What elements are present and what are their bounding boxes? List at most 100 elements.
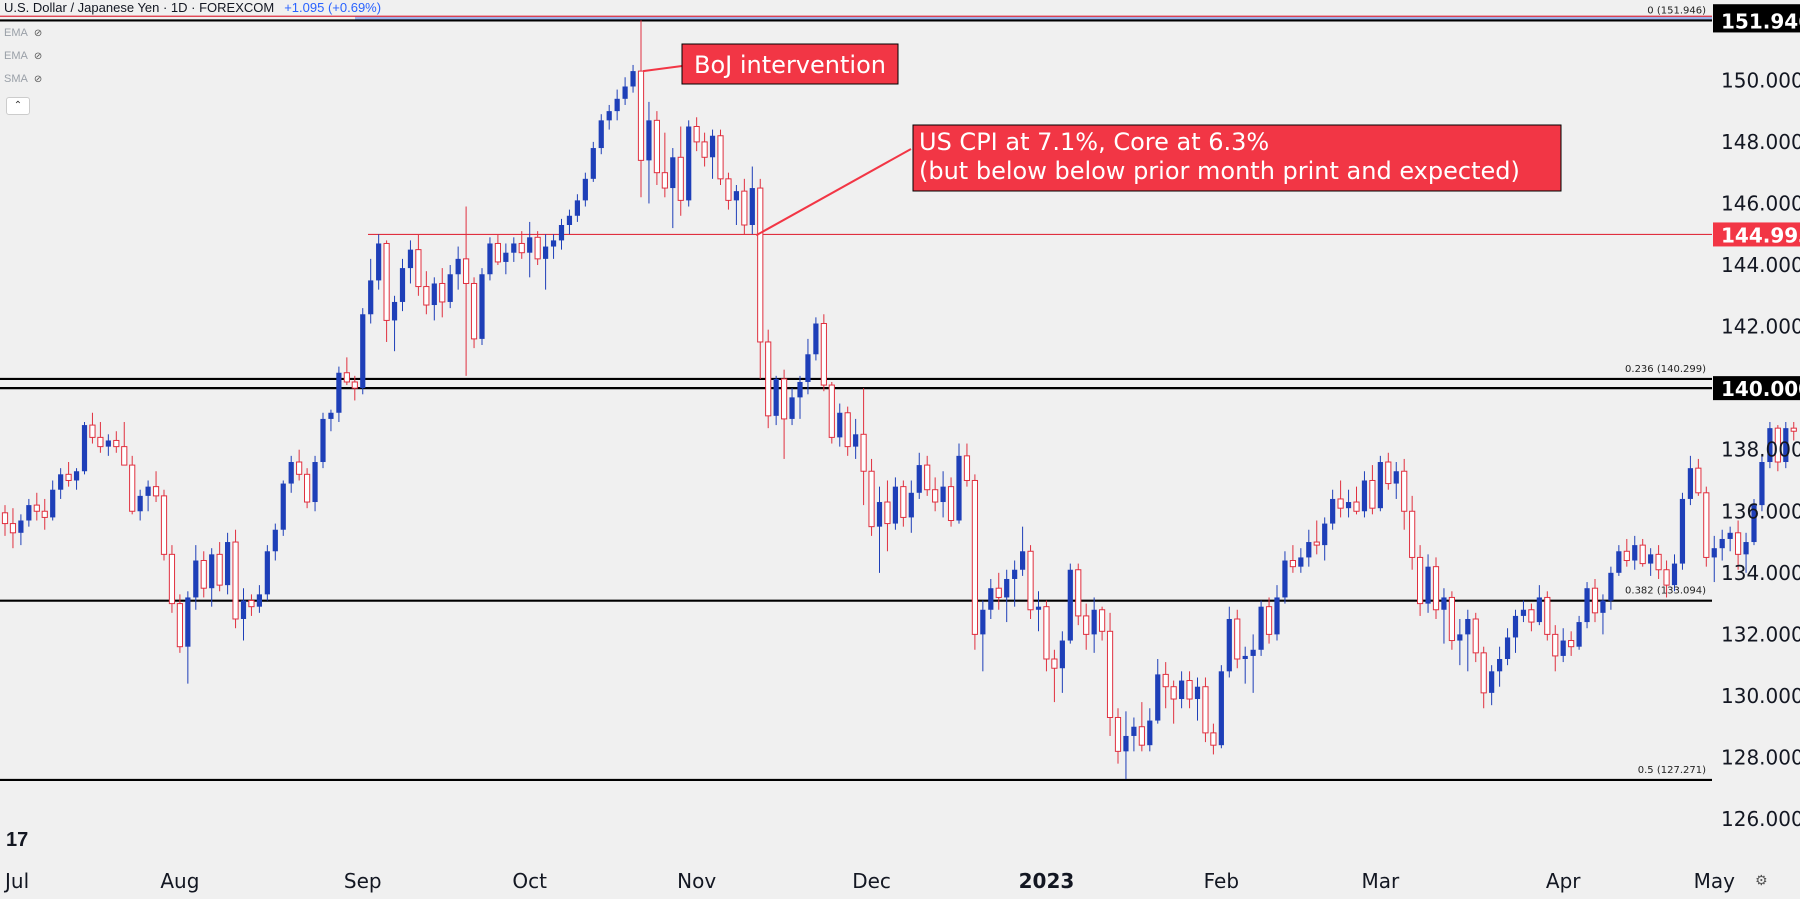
candle xyxy=(209,548,215,607)
candle-body xyxy=(1218,671,1224,746)
candle-body xyxy=(1576,622,1582,647)
candle-body xyxy=(653,119,660,174)
candle xyxy=(956,443,962,524)
candle-body xyxy=(1679,498,1686,564)
candle xyxy=(892,477,898,530)
candle-body xyxy=(503,252,509,262)
candle-body xyxy=(1186,680,1193,700)
candle-body xyxy=(1655,553,1662,571)
candle xyxy=(1274,585,1280,641)
candle xyxy=(1560,628,1566,663)
candle-body xyxy=(757,187,764,343)
candle xyxy=(1671,554,1678,592)
candle-body xyxy=(868,470,875,528)
candle xyxy=(351,375,358,401)
candle xyxy=(33,492,40,521)
candle xyxy=(1663,560,1670,598)
candle xyxy=(1306,529,1312,567)
candle xyxy=(1679,492,1686,570)
candle-body xyxy=(407,249,414,269)
candle-body xyxy=(1027,550,1034,611)
candle xyxy=(176,594,184,653)
candle xyxy=(160,489,168,561)
x-tick-label: Mar xyxy=(1361,869,1400,893)
candle-body xyxy=(828,384,835,438)
candle-body xyxy=(1106,630,1114,718)
indicator-ema-2[interactable]: EMA ⊘ xyxy=(4,50,42,62)
candle xyxy=(447,265,453,309)
candle xyxy=(439,268,446,318)
fib-zone xyxy=(355,16,1712,22)
candle-body xyxy=(1298,557,1304,567)
candle xyxy=(980,600,986,672)
candle xyxy=(1147,708,1153,752)
eye-off-icon[interactable]: ⊘ xyxy=(33,28,43,39)
candle-body xyxy=(598,120,604,149)
candle-body xyxy=(1727,532,1733,539)
candle-body xyxy=(58,474,64,490)
candle-body xyxy=(1703,492,1710,558)
candle xyxy=(1448,591,1456,650)
candle xyxy=(543,234,549,290)
candle xyxy=(1623,538,1630,567)
fib-label: 0.382 (133.094) xyxy=(1625,586,1706,597)
candle xyxy=(1258,600,1264,656)
candle-body xyxy=(431,283,437,306)
candle xyxy=(1369,465,1376,515)
candle xyxy=(1735,520,1742,570)
price-change: +1.095 (+0.69%) xyxy=(284,0,382,15)
candle xyxy=(431,277,437,321)
indicator-ema-1[interactable]: EMA ⊘ xyxy=(4,27,42,39)
candle xyxy=(1298,548,1304,573)
candle xyxy=(1432,557,1440,619)
candle xyxy=(328,409,334,432)
candle xyxy=(391,295,398,352)
indicator-sma[interactable]: SMA ⊘ xyxy=(4,73,42,85)
price-axis[interactable]: 126.000 128.000 130.000 132.000 134.000 136.0… xyxy=(1713,4,1800,831)
candle xyxy=(121,421,128,466)
candle xyxy=(1695,458,1702,496)
candle xyxy=(963,443,971,487)
candle xyxy=(908,480,914,533)
candle xyxy=(661,132,668,198)
candle-body xyxy=(582,178,588,201)
candle-body xyxy=(200,560,207,589)
candle xyxy=(1226,606,1232,678)
candle-body xyxy=(81,425,88,472)
candle-body xyxy=(661,172,668,189)
eye-off-icon[interactable]: ⊘ xyxy=(33,51,43,62)
tradingview-logo[interactable]: 17 xyxy=(6,829,29,851)
candle-body xyxy=(360,314,366,389)
candle xyxy=(1385,452,1392,490)
candle-body xyxy=(1282,560,1288,598)
candle-body xyxy=(232,541,239,620)
eye-off-icon[interactable]: ⊘ xyxy=(33,74,43,85)
candle xyxy=(240,588,247,641)
candle xyxy=(995,572,1002,610)
fib-label: 0.236 (140.299) xyxy=(1625,364,1706,375)
candle-body xyxy=(216,553,223,586)
candle-body xyxy=(26,505,32,521)
candle xyxy=(749,166,755,235)
candle xyxy=(248,594,255,616)
candle-body xyxy=(312,462,318,503)
candle xyxy=(1004,569,1010,623)
candle xyxy=(145,480,151,512)
candle-body xyxy=(725,178,732,201)
candle-body xyxy=(225,542,231,586)
time-axis[interactable]: Jul Aug Sep Oct Nov Dec 2023 Feb Mar Apr May xyxy=(3,869,1735,893)
candle-body xyxy=(844,412,851,448)
candle-body xyxy=(789,397,795,419)
candle-body xyxy=(121,446,128,466)
candle xyxy=(630,64,636,93)
candle-body xyxy=(1774,427,1781,463)
candle xyxy=(58,468,64,499)
candle xyxy=(185,591,191,684)
gear-icon[interactable]: ⚙ xyxy=(1755,872,1768,888)
candle-body xyxy=(399,268,406,302)
candle-body xyxy=(1409,510,1416,558)
candle xyxy=(1179,671,1185,709)
candle xyxy=(1497,646,1503,687)
chevron-up-icon[interactable]: ⌃ xyxy=(6,97,30,115)
